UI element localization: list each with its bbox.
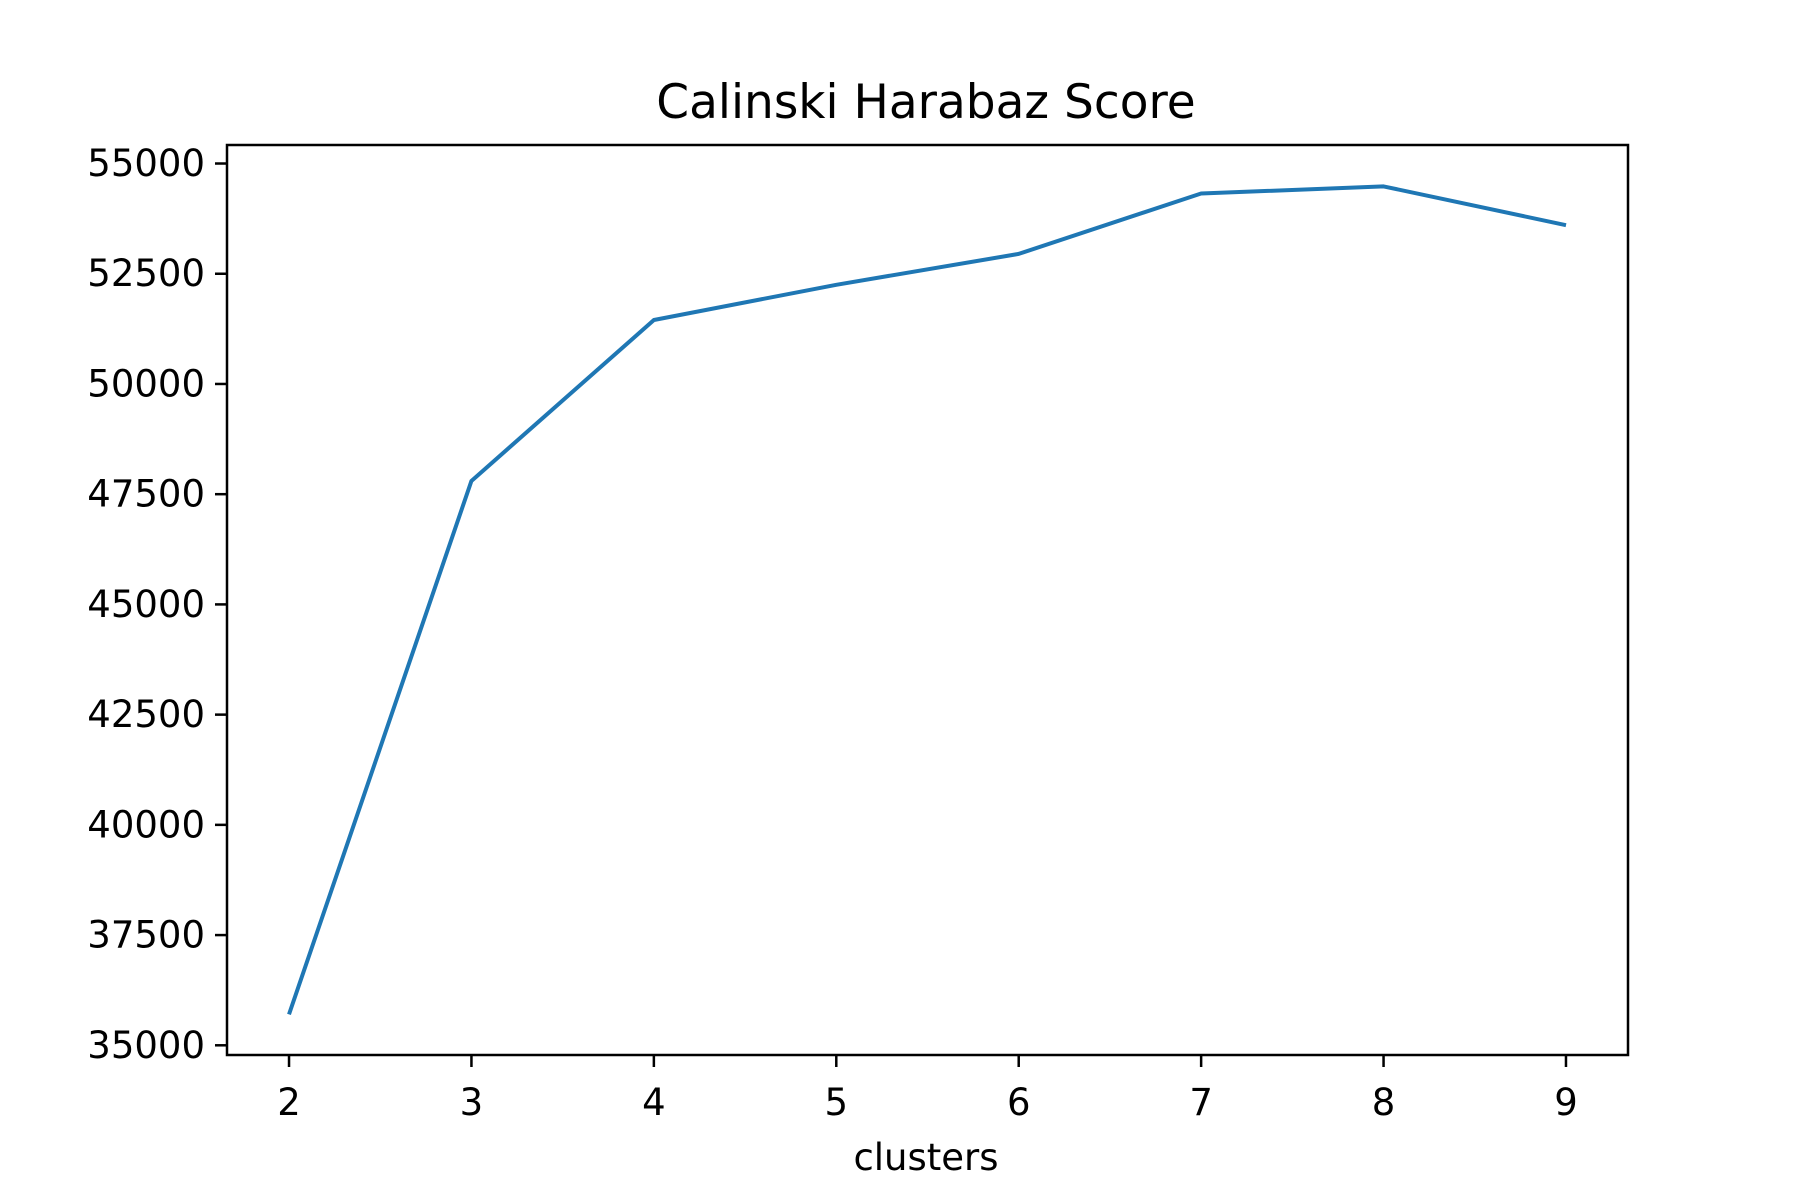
chart-title: Calinski Harabaz Score: [656, 75, 1195, 130]
x-tick-label: 3: [460, 1081, 484, 1124]
y-tick-label: 52500: [87, 252, 205, 295]
series-line: [287, 184, 1567, 1016]
x-tick-label: 6: [1007, 1081, 1031, 1124]
y-tick-label: 35000: [87, 1024, 205, 1067]
x-tick-label: 2: [277, 1081, 301, 1124]
plot-frame: [225, 143, 1630, 1057]
x-tick-label: 9: [1554, 1081, 1578, 1124]
y-tick-label: 42500: [87, 693, 205, 736]
y-tick-label: 47500: [87, 473, 205, 516]
y-tick-label: 55000: [87, 142, 205, 185]
x-axis-label: clusters: [853, 1136, 998, 1179]
x-tick-label: 5: [825, 1081, 849, 1124]
x-tick-label: 4: [642, 1081, 666, 1124]
y-tick-label: 50000: [87, 362, 205, 405]
x-tick-label: 8: [1372, 1081, 1396, 1124]
y-tick-label: 37500: [87, 914, 205, 957]
x-axis: 2 3 4 5 6 7 8 9: [277, 1055, 1578, 1124]
y-axis: 35000 37500 40000 42500 45000 47500 50000 52500…: [87, 142, 227, 1067]
y-tick-label: 45000: [87, 583, 205, 626]
x-tick-label: 7: [1189, 1081, 1213, 1124]
y-tick-label: 40000: [87, 803, 205, 846]
